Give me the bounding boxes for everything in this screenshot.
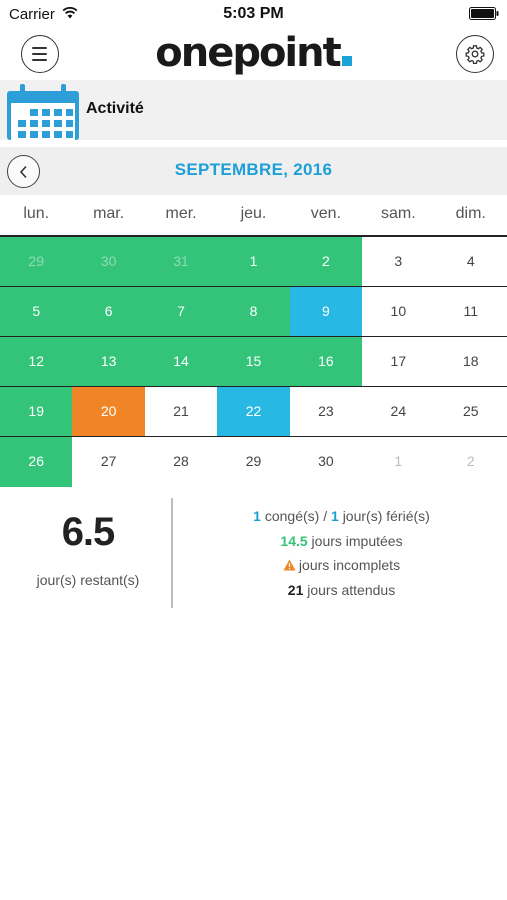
weekday-header: lun. mar. mer. jeu. ven. sam. dim. [0,197,507,233]
weekday-label: lun. [23,205,50,222]
expected-label: jours attendus [307,581,396,598]
month-bar [0,147,507,195]
calendar-day-cell[interactable]: 7 [144,287,218,336]
calendar-grid: 29 30 31 1 2 3 4 5 6 7 8 9 10 11 12 13 14 15 16 17 18 19 20 21 2… [0,237,507,487]
remaining-days-label: jour(s) restant(s) [36,572,140,588]
menu-button[interactable] [21,35,59,73]
calendar-week-row: 19 20 21 22 23 24 25 [0,387,507,437]
calendar-day-cell[interactable]: 26 [0,437,73,487]
calendar-week-row: 5 6 7 8 9 10 11 [0,287,507,337]
calendar-day-cell[interactable]: 25 [462,403,479,419]
calendar-day-cell[interactable]: 4 [466,253,475,269]
stats-list: 1 congé(s) / 1 jour(s) férié(s) 14.5 jou… [176,506,507,604]
calendar-day-cell[interactable]: 9 [289,287,363,336]
carrier-label: Carrier [9,6,55,23]
calendar-day-cell[interactable]: 20 [72,387,145,436]
calendar-day-cell[interactable]: 11 [463,303,479,319]
calendar-day-cell[interactable]: 22 [217,387,290,436]
calendar-week-row: 26 27 28 29 30 1 2 [0,437,507,487]
calendar-day-cell[interactable]: 27 [100,453,117,469]
calendar-day-cell[interactable]: 31 [144,237,218,286]
holiday-label: jour(s) férié(s) [342,508,430,524]
summary-panel: 6.5 jour(s) restant(s) 1 congé(s) / 1 jo… [0,496,507,611]
calendar-day-cell[interactable]: 23 [318,403,334,419]
calendar-day-cell[interactable]: 18 [462,353,479,369]
calendar-day-cell[interactable]: 1 [217,237,290,286]
chevron-left-icon [19,165,27,178]
calendar-day-cell[interactable]: 6 [72,287,145,336]
expected-count: 21 [287,581,304,598]
calendar-day-cell[interactable]: 29 [0,237,73,286]
nav-bar: onepoint [0,28,507,78]
brand-name: onepoint [155,30,342,76]
calendar-day-cell[interactable]: 29 [245,453,262,469]
calendar-day-cell[interactable]: 12 [0,337,73,386]
calendar-week-row: 12 13 14 15 16 17 18 [0,337,507,387]
calendar-day-cell[interactable]: 21 [173,403,189,419]
brand-dot [341,56,352,66]
calendar-week-row: 29 30 31 1 2 3 4 [0,237,507,287]
menu-icon-line [32,53,47,55]
calendar-day-cell[interactable]: 30 [72,237,145,286]
leave-count: 1 [253,508,261,524]
menu-icon-line [32,47,47,49]
imputed-label: jours imputées [311,532,403,549]
calendar-day-cell[interactable]: 17 [390,353,407,369]
section-header [0,80,507,140]
weekday-label: sam. [380,205,416,222]
calendar-day-cell[interactable]: 14 [144,337,218,386]
warning-icon [283,559,296,571]
wifi-icon [62,6,78,19]
weekday-label: mar. [93,205,125,222]
calendar-day-cell[interactable]: 2 [466,453,475,469]
expected-line: 21 jours attendus [176,580,507,605]
brand-logo: onepoint [0,30,507,76]
leave-holiday-line: 1 congé(s) / 1 jour(s) férié(s) [176,506,507,531]
imputed-line: 14.5 jours imputées [176,531,507,556]
calendar-top-divider [0,235,507,237]
calendar-day-cell[interactable]: 30 [318,453,334,469]
gear-icon [465,45,485,64]
calendar-day-cell[interactable]: 10 [390,303,407,319]
imputed-count: 14.5 [280,532,308,549]
status-bar: Carrier 5:03 PM [0,0,507,28]
calendar-day-cell[interactable]: 2 [289,237,363,286]
calendar-day-cell[interactable]: 5 [0,287,73,336]
section-title: Activité [86,100,144,117]
calendar-day-cell[interactable]: 8 [217,287,290,336]
status-time: 5:03 PM [223,5,284,22]
prev-month-button[interactable] [7,155,40,188]
weekday-label: ven. [310,205,342,222]
calendar-day-cell[interactable]: 3 [394,253,403,269]
calendar-icon [7,84,79,140]
menu-icon-line [32,59,47,61]
month-title: SEPTEMBRE, 2016 [174,160,333,179]
settings-button[interactable] [456,35,494,73]
remaining-days-value: 6.5 [61,510,116,554]
incomplete-line: jours incomplets [176,555,507,580]
calendar-day-cell[interactable]: 19 [0,387,73,436]
weekday-label: mer. [165,205,197,222]
calendar-day-cell[interactable]: 16 [289,337,363,386]
calendar-day-cell[interactable]: 13 [72,337,145,386]
incomplete-label: jours incomplets [298,557,401,573]
calendar-day-cell[interactable]: 24 [390,403,407,419]
battery-icon [469,7,499,20]
weekday-label: jeu. [240,205,267,222]
leave-label: congé(s) / [264,508,328,524]
calendar-day-cell[interactable]: 1 [394,453,403,469]
calendar-day-cell[interactable]: 15 [217,337,290,386]
holiday-count: 1 [331,508,339,524]
calendar-day-cell[interactable]: 28 [173,453,189,469]
summary-divider [171,498,173,608]
weekday-label: dim. [455,205,486,222]
